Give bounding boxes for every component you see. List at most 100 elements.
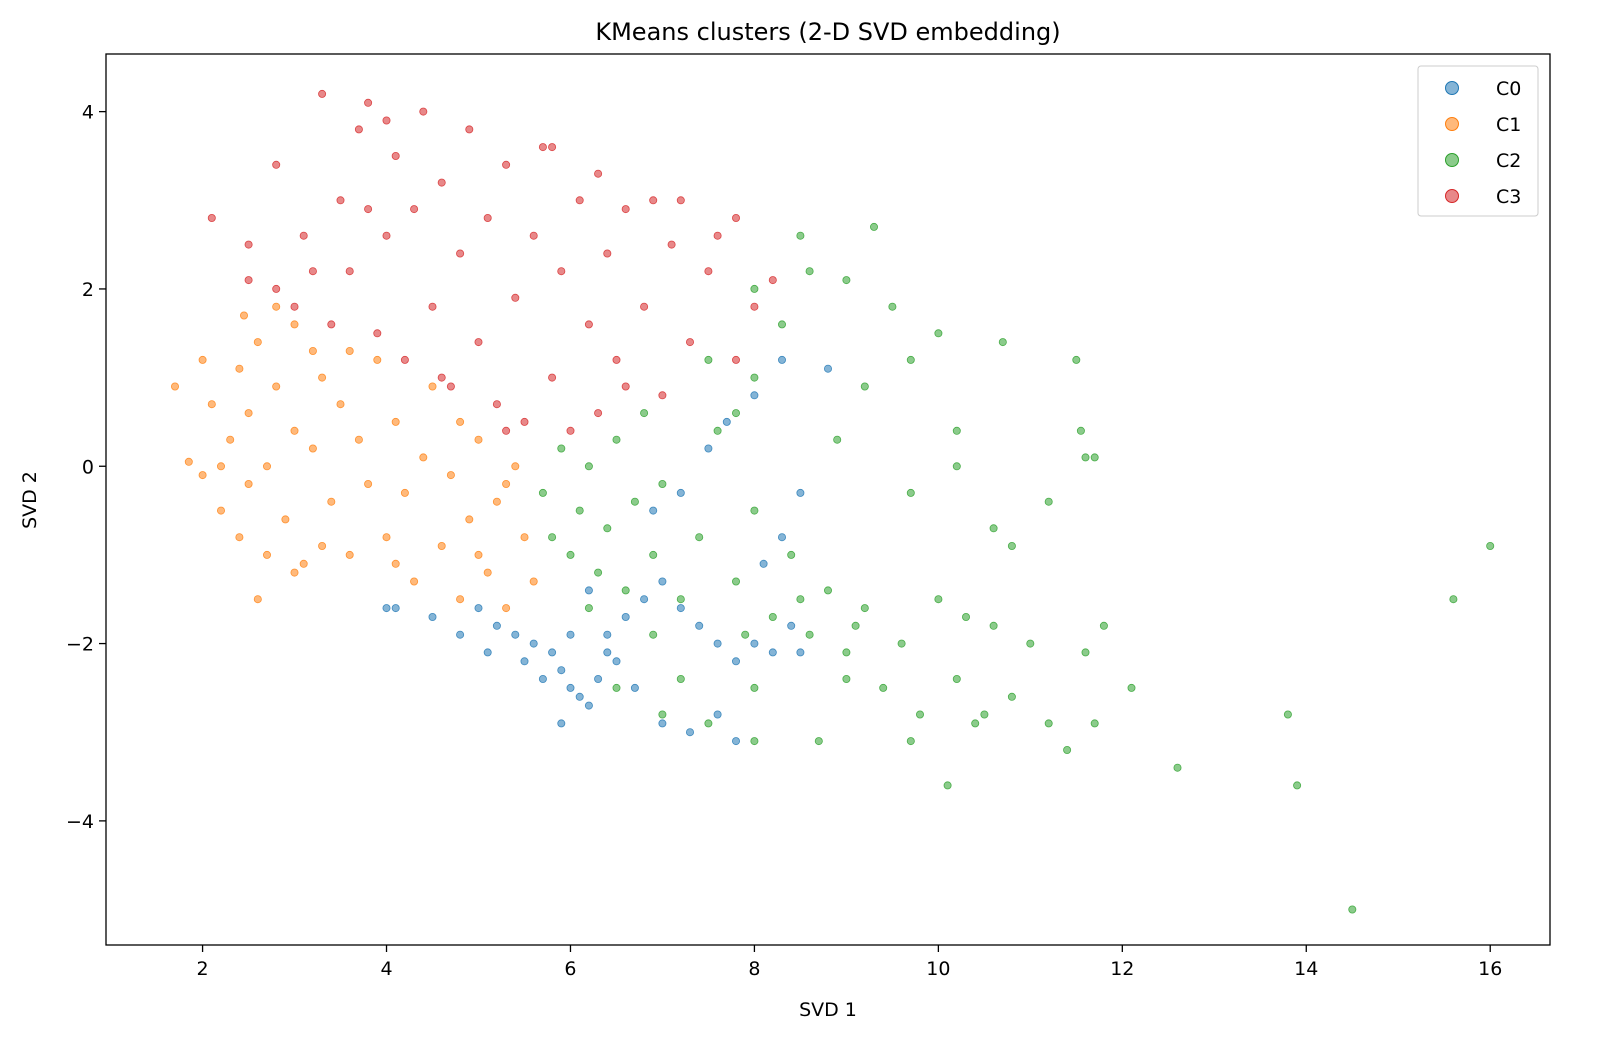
legend: C0 C1 C2 C3 (1417, 65, 1539, 217)
legend-marker-C2 (1445, 153, 1459, 167)
x-tick-label-5: 12 (1110, 958, 1134, 980)
point-C2-50 (1044, 497, 1053, 506)
point-C2-72 (814, 737, 823, 746)
point-C0-15 (658, 577, 667, 586)
point-C3-2 (244, 276, 253, 285)
point-C1-17 (290, 320, 299, 329)
point-C1-7 (235, 364, 244, 373)
point-C1-42 (520, 533, 529, 542)
point-C2-46 (1072, 355, 1081, 364)
point-C3-54 (382, 116, 391, 125)
point-C3-19 (428, 302, 437, 311)
point-C1-33 (437, 542, 446, 551)
point-C3-35 (575, 196, 584, 205)
point-C3-46 (713, 231, 722, 240)
point-C3-53 (548, 143, 557, 152)
point-C0-7 (575, 692, 584, 701)
point-C2-4 (575, 506, 584, 515)
point-C2-70 (778, 320, 787, 329)
point-C1-1 (184, 457, 193, 466)
point-C3-49 (768, 276, 777, 285)
y-tick-label-3: −2 (66, 634, 94, 656)
point-C3-38 (603, 249, 612, 258)
point-C0-3 (529, 639, 538, 648)
point-C2-9 (621, 586, 630, 595)
point-C1-36 (465, 515, 474, 524)
point-C3-28 (511, 293, 520, 302)
y-tick-label-1: 2 (82, 279, 94, 301)
point-C0-8 (584, 701, 593, 710)
point-C2-45 (943, 781, 952, 790)
point-C0-44 (759, 559, 768, 568)
point-C2-44 (1486, 542, 1495, 551)
point-C2-77 (676, 675, 685, 684)
point-C3-24 (474, 338, 483, 347)
point-C3-8 (327, 320, 336, 329)
point-C2-11 (640, 409, 649, 418)
point-C3-25 (483, 213, 492, 222)
point-C2-68 (732, 409, 741, 418)
point-C3-50 (649, 196, 658, 205)
point-C2-10 (630, 497, 639, 506)
point-C3-21 (446, 382, 455, 391)
point-C0-19 (732, 657, 741, 666)
point-C1-38 (483, 568, 492, 577)
point-C2-86 (649, 630, 658, 639)
point-C3-15 (391, 151, 400, 160)
point-C0-10 (594, 675, 603, 684)
point-C2-29 (952, 675, 961, 684)
point-C2-61 (860, 382, 869, 391)
point-C0-16 (676, 604, 685, 613)
point-C0-14 (640, 595, 649, 604)
point-C2-87 (584, 604, 593, 613)
point-C0-35 (649, 506, 658, 515)
point-C3-42 (658, 391, 667, 400)
point-C1-10 (244, 479, 253, 488)
point-C2-16 (713, 426, 722, 435)
point-C2-22 (824, 586, 833, 595)
point-C2-55 (805, 267, 814, 276)
point-C3-57 (437, 373, 446, 382)
point-C3-37 (594, 409, 603, 418)
point-C0-21 (768, 648, 777, 657)
point-C1-55 (308, 346, 317, 355)
point-C0-30 (391, 604, 400, 613)
legend-marker-C0 (1445, 81, 1459, 95)
point-C3-11 (354, 125, 363, 134)
point-C2-23 (842, 648, 851, 657)
point-C0-31 (428, 613, 437, 622)
point-C1-48 (456, 417, 465, 426)
point-C2-31 (989, 621, 998, 630)
point-C3-44 (686, 338, 695, 347)
point-C2-20 (787, 550, 796, 559)
point-C2-62 (833, 435, 842, 444)
point-C3-5 (290, 302, 299, 311)
point-C3-9 (336, 196, 345, 205)
point-C2-57 (934, 329, 943, 338)
point-C2-85 (741, 630, 750, 639)
point-C2-66 (906, 488, 915, 497)
point-C2-80 (980, 710, 989, 719)
point-C3-22 (456, 249, 465, 258)
point-C1-13 (262, 462, 271, 471)
point-C0-2 (511, 630, 520, 639)
point-C0-12 (603, 630, 612, 639)
point-C2-8 (612, 435, 621, 444)
point-C0-43 (778, 533, 787, 542)
point-C0-37 (704, 444, 713, 453)
point-C2-30 (971, 719, 980, 728)
point-C2-37 (1099, 621, 1108, 630)
point-C3-43 (667, 240, 676, 249)
point-C3-14 (382, 231, 391, 240)
point-C3-17 (410, 205, 419, 214)
point-C3-29 (520, 417, 529, 426)
point-C3-0 (207, 213, 216, 222)
point-C1-4 (207, 400, 216, 409)
x-tick-label-0: 2 (197, 958, 209, 980)
point-C0-45 (584, 586, 593, 595)
point-C2-54 (750, 284, 759, 293)
point-C1-44 (290, 568, 299, 577)
point-C2-51 (870, 222, 879, 231)
point-C2-1 (548, 533, 557, 542)
